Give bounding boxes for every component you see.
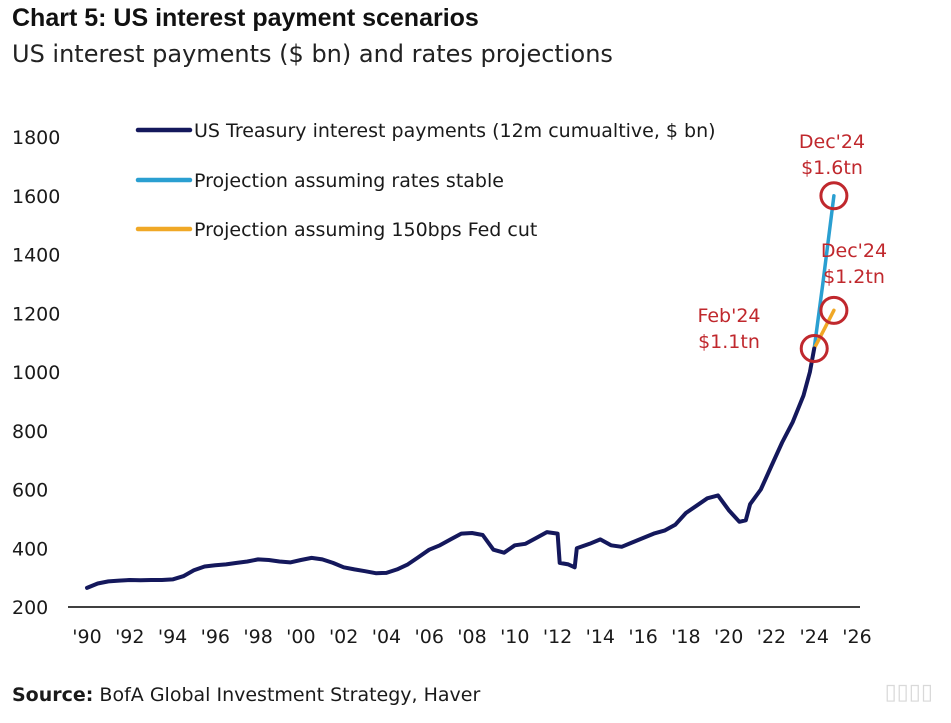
series-line-1 [812,194,836,351]
x-tick-label: '92 [115,626,144,648]
source-note: Source: BofA Global Investment Strategy,… [12,684,480,706]
legend-label: Projection assuming rates stable [194,170,504,192]
watermark-icon: ▯▯▯▯ [884,680,933,705]
legend: US Treasury interest payments (12m cumua… [135,120,716,241]
legend-label: Projection assuming 150bps Fed cut [194,219,537,241]
x-tick-label: '20 [714,626,743,648]
x-tick-label: '26 [842,626,871,648]
y-tick-label: 400 [12,538,48,560]
y-tick-label: 1800 [12,127,60,149]
chart-title: Chart 5: US interest payment scenarios [12,4,479,32]
x-tick-label: '06 [415,626,444,648]
y-tick-label: 600 [12,480,48,502]
annotation-value: $1.2tn [823,266,885,288]
x-tick-label: '12 [543,626,572,648]
y-tick-label: 1000 [12,362,60,384]
x-tick-label: '94 [158,626,187,648]
series-layer [85,194,836,590]
annotation-date: Dec'24 [821,240,887,262]
series-line-2 [812,308,836,351]
y-tick-label: 1400 [12,245,60,267]
chart-subtitle: US interest payments ($ bn) and rates pr… [12,40,613,68]
annotation-value: $1.1tn [698,331,760,353]
legend-label: US Treasury interest payments (12m cumua… [194,120,716,142]
source-label: Source: [12,684,94,706]
series-line-0 [85,346,817,590]
annotation-circle [799,334,829,363]
x-axis-ticks: '90 '92 '94 '96 '98 '00 '02 '04 '06 '08 '10 '12 '14 '… [72,626,871,648]
x-tick-label: '16 [628,626,657,648]
x-tick-label: '98 [243,626,272,648]
y-tick-label: 800 [12,421,48,443]
x-tick-label: '96 [201,626,230,648]
annotations-layer: Feb'24 $1.1tn Dec'24 $1.6tn Dec'24 $1.2tn [697,131,887,363]
annotation-circle [819,295,849,325]
y-tick-label: 1200 [12,303,60,325]
x-tick-label: '24 [800,626,829,648]
x-tick-label: '22 [757,626,786,648]
x-tick-label: '02 [329,626,358,648]
annotation-date: Dec'24 [799,131,865,153]
y-axis-ticks: 200 400 600 800 1000 1200 1400 1600 1800 [12,127,60,619]
x-tick-label: '90 [72,626,101,648]
x-tick-label: '00 [286,626,315,648]
annotation-date: Feb'24 [697,305,760,327]
x-tick-label: '14 [586,626,615,648]
x-tick-label: '08 [457,626,486,648]
x-tick-label: '04 [372,626,401,648]
source-text: BofA Global Investment Strategy, Haver [93,684,481,706]
annotation-circle [819,181,849,211]
x-tick-label: '18 [671,626,700,648]
y-tick-label: 1600 [12,186,60,208]
y-tick-label: 200 [12,597,48,619]
annotation-value: $1.6tn [801,157,863,179]
x-tick-label: '10 [500,626,529,648]
